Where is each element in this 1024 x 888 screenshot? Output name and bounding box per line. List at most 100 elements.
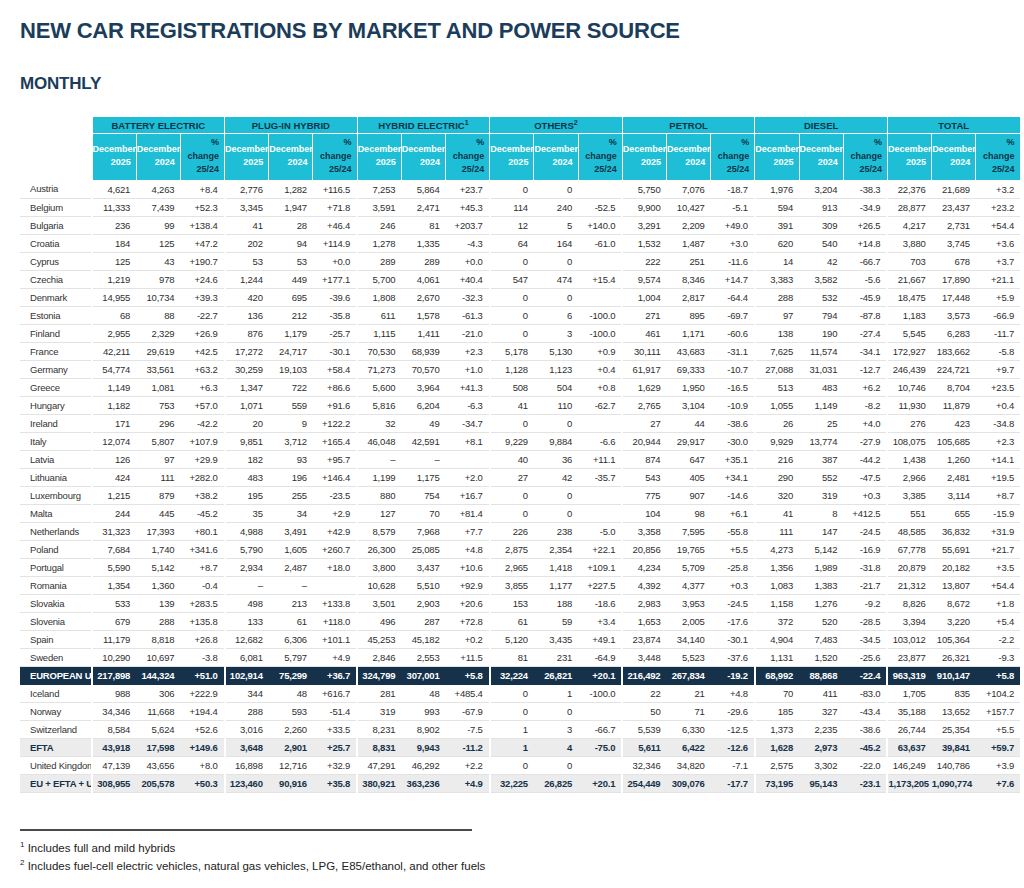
column-group-header: OTHERS2 <box>490 117 623 134</box>
cell: -35.7 <box>578 468 622 486</box>
cell: 1,175 <box>401 468 445 486</box>
subheader-line2: 2024 <box>667 156 705 170</box>
cell: 552 <box>799 468 843 486</box>
cell: 309 <box>799 216 843 234</box>
cell: 4,392 <box>622 576 666 594</box>
cell: 411 <box>799 684 843 702</box>
cell: 240 <box>534 198 578 216</box>
cell: -21.7 <box>843 576 887 594</box>
cell: 423 <box>932 414 976 432</box>
cell: +46.4 <box>313 216 357 234</box>
cell: 3,745 <box>932 234 976 252</box>
subheader-line2: 2024 <box>137 156 175 170</box>
cell: 3,204 <box>799 180 843 198</box>
cell: +118.0 <box>313 612 357 630</box>
cell: +0.4 <box>976 396 1020 414</box>
cell: -22.0 <box>843 756 887 774</box>
cell: +2.3 <box>976 432 1020 450</box>
cell: +109.1 <box>578 558 622 576</box>
cell: +18.0 <box>313 558 357 576</box>
cell: 7,076 <box>666 180 710 198</box>
cell: 20,856 <box>622 540 666 558</box>
cell: +35.8 <box>313 774 357 792</box>
column-subheader: % change25/24 <box>578 134 622 181</box>
cell: 95,143 <box>799 774 843 792</box>
cell: 703 <box>887 252 931 270</box>
cell: 520 <box>799 612 843 630</box>
cell: 3,953 <box>666 594 710 612</box>
cell: 30,259 <box>225 360 269 378</box>
cell: 2,731 <box>932 216 976 234</box>
cell: 2,765 <box>622 396 666 414</box>
cell: 8 <box>799 504 843 522</box>
column-subheader: December2024 <box>534 134 578 181</box>
cell: 31,031 <box>799 360 843 378</box>
table-row: EFTA43,91817,598+149.63,6482,901+25.78,8… <box>20 738 1020 756</box>
cell: 144,324 <box>136 666 180 684</box>
cell: +72.8 <box>446 612 490 630</box>
cell: 3 <box>534 720 578 738</box>
cell: 0 <box>534 702 578 720</box>
cell: -7.1 <box>711 756 755 774</box>
subheader-line1: December <box>888 143 926 157</box>
cell: -8.2 <box>843 396 887 414</box>
cell: +3.7 <box>976 252 1020 270</box>
column-group-header: DIESEL <box>755 117 888 134</box>
row-label: Germany <box>20 360 92 378</box>
table-row: Bulgaria23699+138.44128+46.424681+203.71… <box>20 216 1020 234</box>
cell: 978 <box>136 270 180 288</box>
cell: 3,437 <box>401 558 445 576</box>
cell: -27.9 <box>843 432 887 450</box>
row-label: EUROPEAN UNION <box>20 666 92 684</box>
cell: 5,790 <box>225 540 269 558</box>
cell: 71,273 <box>357 360 401 378</box>
cell: 153 <box>490 594 534 612</box>
cell: +95.7 <box>313 450 357 468</box>
cell: -15.9 <box>976 504 1020 522</box>
cell: -44.2 <box>843 450 887 468</box>
cell: 1,438 <box>887 450 931 468</box>
subheader-line2: 2024 <box>800 156 838 170</box>
cell: +3.2 <box>976 180 1020 198</box>
cell: 7,968 <box>401 522 445 540</box>
cell: 1,183 <box>887 306 931 324</box>
cell: 0 <box>534 504 578 522</box>
cell: 5,178 <box>490 342 534 360</box>
cell: -18.6 <box>578 594 622 612</box>
cell: 4,061 <box>401 270 445 288</box>
cell: -19.2 <box>711 666 755 684</box>
cell: 45,253 <box>357 630 401 648</box>
cell: 99 <box>136 216 180 234</box>
cell: 8,818 <box>136 630 180 648</box>
cell: 907 <box>666 486 710 504</box>
cell: 1,149 <box>92 378 136 396</box>
cell: 10,746 <box>887 378 931 396</box>
cell: 88,868 <box>799 666 843 684</box>
cell: 287 <box>401 612 445 630</box>
table-row: Spain11,1798,818+26.812,6826,306+101.145… <box>20 630 1020 648</box>
cell: 45,182 <box>401 630 445 648</box>
cell: +32.9 <box>313 756 357 774</box>
cell: +52.6 <box>180 720 224 738</box>
cell: 6,081 <box>225 648 269 666</box>
table-row: Estonia6888-22.7136212-35.86111,578-61.3… <box>20 306 1020 324</box>
cell: 34,140 <box>666 630 710 648</box>
cell: 1,532 <box>622 234 666 252</box>
cell: -14.6 <box>711 486 755 504</box>
cell: 4,263 <box>136 180 180 198</box>
cell: 775 <box>622 486 666 504</box>
cell: 445 <box>136 504 180 522</box>
cell: 28,877 <box>887 198 931 216</box>
cell: 21,312 <box>887 576 931 594</box>
column-subheader: % change25/24 <box>313 134 357 181</box>
row-label: EU + EFTA + UK <box>20 774 92 792</box>
row-label: Greece <box>20 378 92 396</box>
column-group-header: HYBRID ELECTRIC1 <box>357 117 490 134</box>
cell: 34,820 <box>666 756 710 774</box>
cell: -61.3 <box>446 306 490 324</box>
cell: +0.9 <box>578 342 622 360</box>
cell: -52.5 <box>578 198 622 216</box>
cell: -4.3 <box>446 234 490 252</box>
cell: +146.4 <box>313 468 357 486</box>
cell: 14 <box>755 252 799 270</box>
